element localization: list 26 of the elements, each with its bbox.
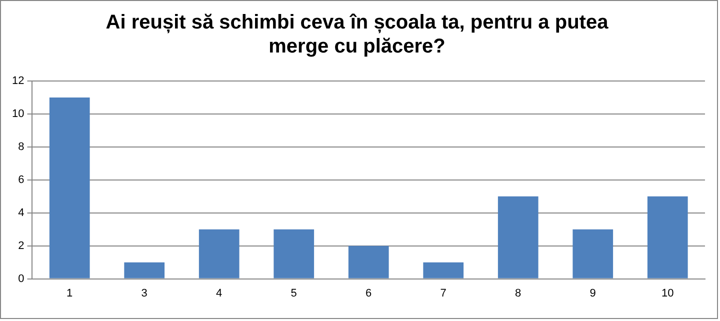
bar bbox=[49, 97, 90, 278]
bar bbox=[348, 246, 389, 278]
bar bbox=[498, 196, 538, 278]
y-tick-label: 6 bbox=[18, 174, 24, 186]
y-tick-label: 12 bbox=[12, 75, 24, 88]
chart-title: Ai reușit să schimbi ceva în școala ta, pentru a putea merge cu plăcere? bbox=[106, 12, 610, 58]
y-tick-label: 4 bbox=[18, 206, 24, 219]
y-tick-label: 10 bbox=[12, 108, 24, 120]
bar bbox=[274, 229, 314, 278]
bar bbox=[572, 229, 614, 278]
x-tick-label: 3 bbox=[141, 287, 148, 300]
y-tick-label: 8 bbox=[18, 140, 24, 153]
x-tick-label: 6 bbox=[366, 287, 372, 300]
x-tick-label: 10 bbox=[662, 287, 674, 300]
x-tick-label: 5 bbox=[290, 287, 297, 300]
bar bbox=[124, 262, 165, 278]
bar bbox=[423, 262, 464, 278]
x-tick-label: 8 bbox=[515, 287, 522, 300]
y-tick-label: 2 bbox=[18, 240, 24, 252]
x-tick-label: 4 bbox=[216, 287, 222, 300]
x-tick-label: 9 bbox=[590, 287, 596, 300]
x-tick-label: 7 bbox=[440, 287, 446, 300]
x-tick-label: 1 bbox=[66, 287, 73, 300]
bar bbox=[647, 196, 688, 278]
y-tick-label: 0 bbox=[18, 272, 24, 285]
bar bbox=[198, 229, 240, 278]
